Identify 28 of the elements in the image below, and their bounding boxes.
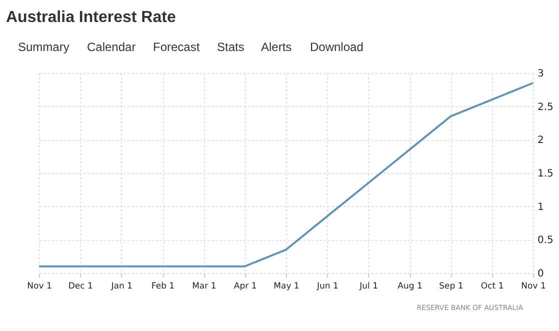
y-tick-label: 0.5 bbox=[538, 235, 554, 246]
x-tick-label: Feb 1 bbox=[151, 282, 175, 292]
x-tick-label: Apr 1 bbox=[234, 282, 257, 292]
text: Summary bbox=[18, 40, 70, 54]
y-tick-label: 3 bbox=[538, 68, 544, 80]
y-tick-label: 2.5 bbox=[538, 102, 554, 113]
x-tick-label: Nov 1 bbox=[27, 282, 52, 292]
x-tick-label: Jul 1 bbox=[358, 282, 378, 292]
y-tick-label: 1 bbox=[538, 202, 544, 213]
chart-title: Australia Interest Rate bbox=[6, 9, 176, 26]
x-tick-label: Jan 1 bbox=[110, 282, 132, 292]
y-tick-label: 0 bbox=[538, 268, 544, 280]
x-tick-label: Sep 1 bbox=[439, 282, 464, 292]
x-tick-label: Aug 1 bbox=[398, 282, 422, 292]
y-tick-label: 1.5 bbox=[538, 168, 554, 180]
x-tick-label: Dec 1 bbox=[68, 282, 93, 292]
x-tick-label: Mar 1 bbox=[192, 282, 216, 292]
x-tick-label: May 1 bbox=[274, 282, 300, 292]
text: Forecast bbox=[153, 40, 200, 54]
y-tick-label: 2 bbox=[538, 135, 544, 146]
x-tick-label: Jun 1 bbox=[316, 282, 338, 292]
text: Stats bbox=[217, 40, 244, 54]
text: Calendar bbox=[87, 40, 136, 54]
text: Alerts bbox=[261, 40, 292, 54]
text: Download bbox=[310, 40, 364, 54]
x-tick-label: Nov 1 bbox=[521, 282, 546, 292]
line-series bbox=[38, 82, 534, 268]
x-tick-label: Oct 1 bbox=[480, 282, 504, 292]
